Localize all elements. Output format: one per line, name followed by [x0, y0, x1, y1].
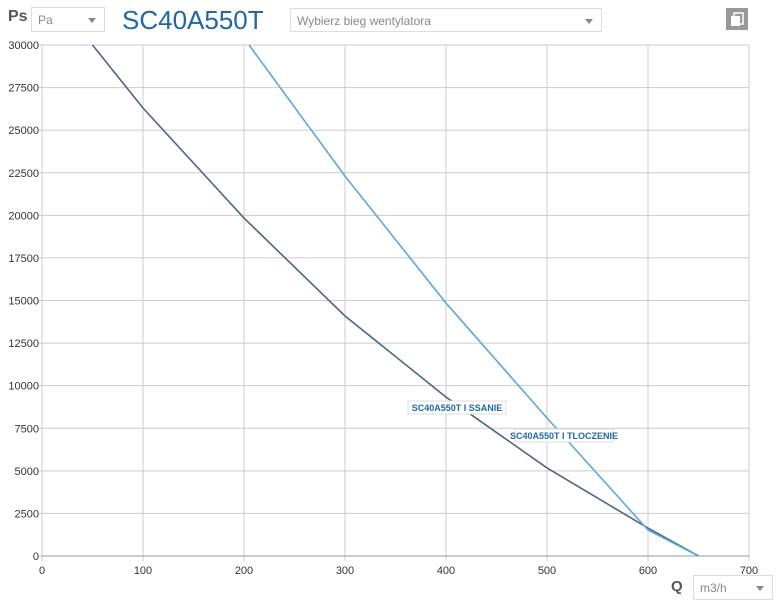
pressure-unit-value: Pa	[38, 13, 53, 27]
x-tick-label: 100	[134, 565, 152, 577]
y-tick-label: 22500	[8, 168, 39, 180]
x-tick-label: 400	[437, 565, 455, 577]
x-tick-label: 200	[235, 565, 253, 577]
y-tick-label: 7500	[15, 423, 39, 435]
series-label: SC40A550T I SSANIE	[412, 403, 503, 413]
y-tick-label: 15000	[8, 296, 39, 308]
y-tick-label: 10000	[8, 381, 39, 393]
series-line	[91, 44, 699, 557]
chevron-down-icon	[88, 18, 96, 23]
page-title: SC40A550T	[122, 5, 264, 35]
y-tick-label: 5000	[15, 466, 39, 478]
ps-label: Ps	[8, 8, 28, 25]
pressure-unit-select[interactable]: Pa	[31, 7, 105, 32]
series-line	[248, 44, 699, 557]
series-label: SC40A550T I TLOCZENIE	[510, 431, 618, 441]
x-tick-label: 500	[538, 565, 556, 577]
y-tick-label: 2500	[15, 508, 39, 520]
chevron-down-icon	[756, 586, 764, 591]
x-tick-label: 600	[639, 565, 657, 577]
flow-unit-select[interactable]: m3/h	[693, 575, 773, 600]
series-label-box	[514, 428, 614, 443]
y-tick-label: 27500	[8, 83, 39, 95]
x-tick-label: 0	[39, 565, 45, 577]
x-tick-label: 700	[740, 565, 758, 577]
x-tick-label: 300	[336, 565, 354, 577]
flow-unit-value: m3/h	[700, 581, 727, 595]
fan-speed-placeholder: Wybierz bieg wentylatora	[297, 14, 431, 28]
y-tick-label: 0	[33, 551, 39, 563]
y-tick-label: 12500	[8, 338, 39, 350]
q-label: Q	[671, 578, 683, 595]
chevron-down-icon	[585, 19, 593, 24]
series-label-box	[407, 400, 507, 415]
y-tick-label: 17500	[8, 253, 39, 265]
y-tick-label: 25000	[8, 125, 39, 137]
fan-speed-select[interactable]: Wybierz bieg wentylatora	[290, 8, 602, 32]
y-tick-label: 20000	[8, 210, 39, 222]
copy-icon	[731, 12, 744, 26]
y-tick-label: 30000	[8, 40, 39, 52]
copy-button[interactable]	[726, 8, 748, 30]
